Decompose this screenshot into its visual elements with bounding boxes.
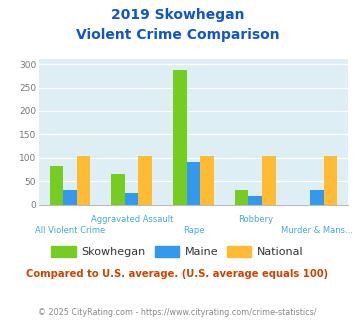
Legend: Skowhegan, Maine, National: Skowhegan, Maine, National (47, 242, 308, 262)
Bar (50, 166, 63, 205)
Bar (173, 70, 187, 205)
Bar (77, 156, 90, 205)
Bar (138, 156, 152, 205)
Bar (187, 161, 200, 205)
Text: Robbery: Robbery (238, 215, 273, 224)
Text: 2019 Skowhegan: 2019 Skowhegan (111, 8, 244, 22)
Bar (235, 190, 248, 205)
Text: Murder & Mans...: Murder & Mans... (281, 226, 353, 235)
Text: © 2025 CityRating.com - https://www.cityrating.com/crime-statistics/: © 2025 CityRating.com - https://www.city… (38, 308, 317, 316)
Bar (324, 156, 337, 205)
Bar (63, 190, 77, 205)
Bar (262, 156, 275, 205)
Text: Violent Crime Comparison: Violent Crime Comparison (76, 28, 279, 42)
Bar (111, 174, 125, 205)
Text: Aggravated Assault: Aggravated Assault (91, 215, 173, 224)
Text: Rape: Rape (183, 226, 204, 235)
Bar (248, 196, 262, 205)
Bar (310, 190, 324, 205)
Text: Compared to U.S. average. (U.S. average equals 100): Compared to U.S. average. (U.S. average … (26, 269, 329, 279)
Text: All Violent Crime: All Violent Crime (35, 226, 105, 235)
Bar (125, 193, 138, 205)
Bar (200, 156, 214, 205)
